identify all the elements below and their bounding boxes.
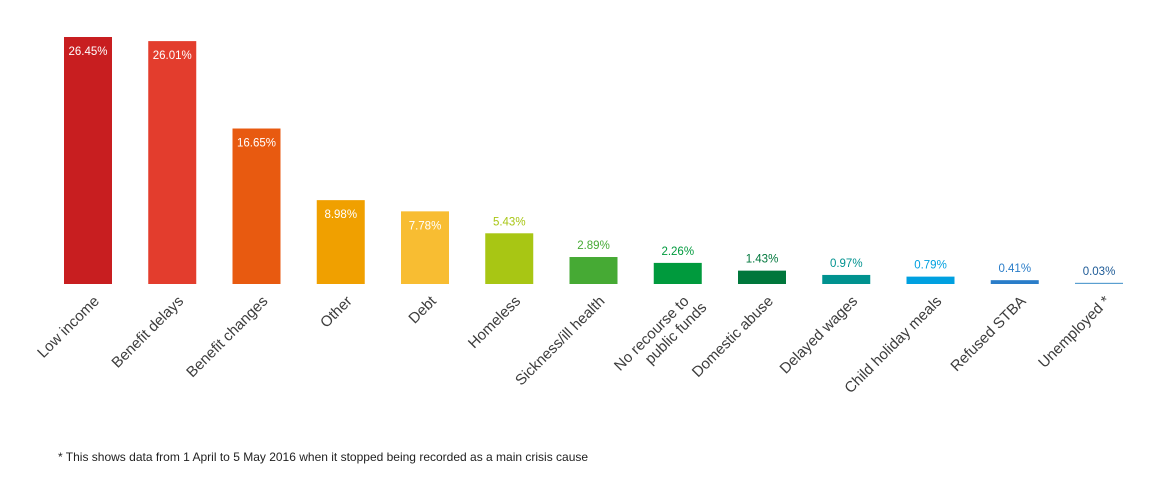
category-label: Debt xyxy=(405,292,440,327)
data-label: 0.79% xyxy=(914,260,947,272)
category-label: Delayed wages xyxy=(777,293,862,378)
bar xyxy=(64,37,112,284)
category-label: Low income xyxy=(34,293,103,362)
data-label: 8.98% xyxy=(324,209,357,221)
bar xyxy=(906,276,955,284)
data-label: 2.89% xyxy=(577,240,610,252)
bar xyxy=(990,280,1039,284)
category-label: Unemployed * xyxy=(1035,293,1114,372)
category-label: Homeless xyxy=(465,293,524,352)
data-label: 16.65% xyxy=(237,138,276,150)
bar xyxy=(822,274,871,284)
bar xyxy=(401,211,449,284)
category-label: Benefit delays xyxy=(108,293,187,372)
data-label: 0.03% xyxy=(1083,266,1116,278)
data-label: 0.41% xyxy=(998,263,1031,275)
bar xyxy=(316,200,365,284)
data-label: 2.26% xyxy=(661,246,694,258)
data-label: 7.78% xyxy=(409,220,442,232)
bar xyxy=(485,233,534,284)
footnote: * This shows data from 1 April to 5 May … xyxy=(58,450,589,464)
data-label: 26.45% xyxy=(68,46,107,58)
data-label: 1.43% xyxy=(746,254,779,266)
category-label: Refused STBA xyxy=(947,293,1029,375)
bar xyxy=(1075,282,1123,284)
bars-group xyxy=(64,37,1123,284)
category-label: Benefit changes xyxy=(183,293,271,381)
category-label: Sickness/ill health xyxy=(512,293,608,389)
data-labels-group: 26.45% 26.01% 16.65% 8.98% 7.78% 5.43% 2.89% 2.… xyxy=(68,46,1115,278)
category-label: Other xyxy=(317,293,356,332)
bar xyxy=(232,128,281,284)
bar xyxy=(148,41,197,284)
data-label: 5.43% xyxy=(493,216,526,228)
bar xyxy=(738,270,786,284)
bar xyxy=(653,262,702,284)
data-label: 0.97% xyxy=(830,258,863,270)
data-label: 26.01% xyxy=(153,50,192,62)
bar xyxy=(569,257,618,284)
